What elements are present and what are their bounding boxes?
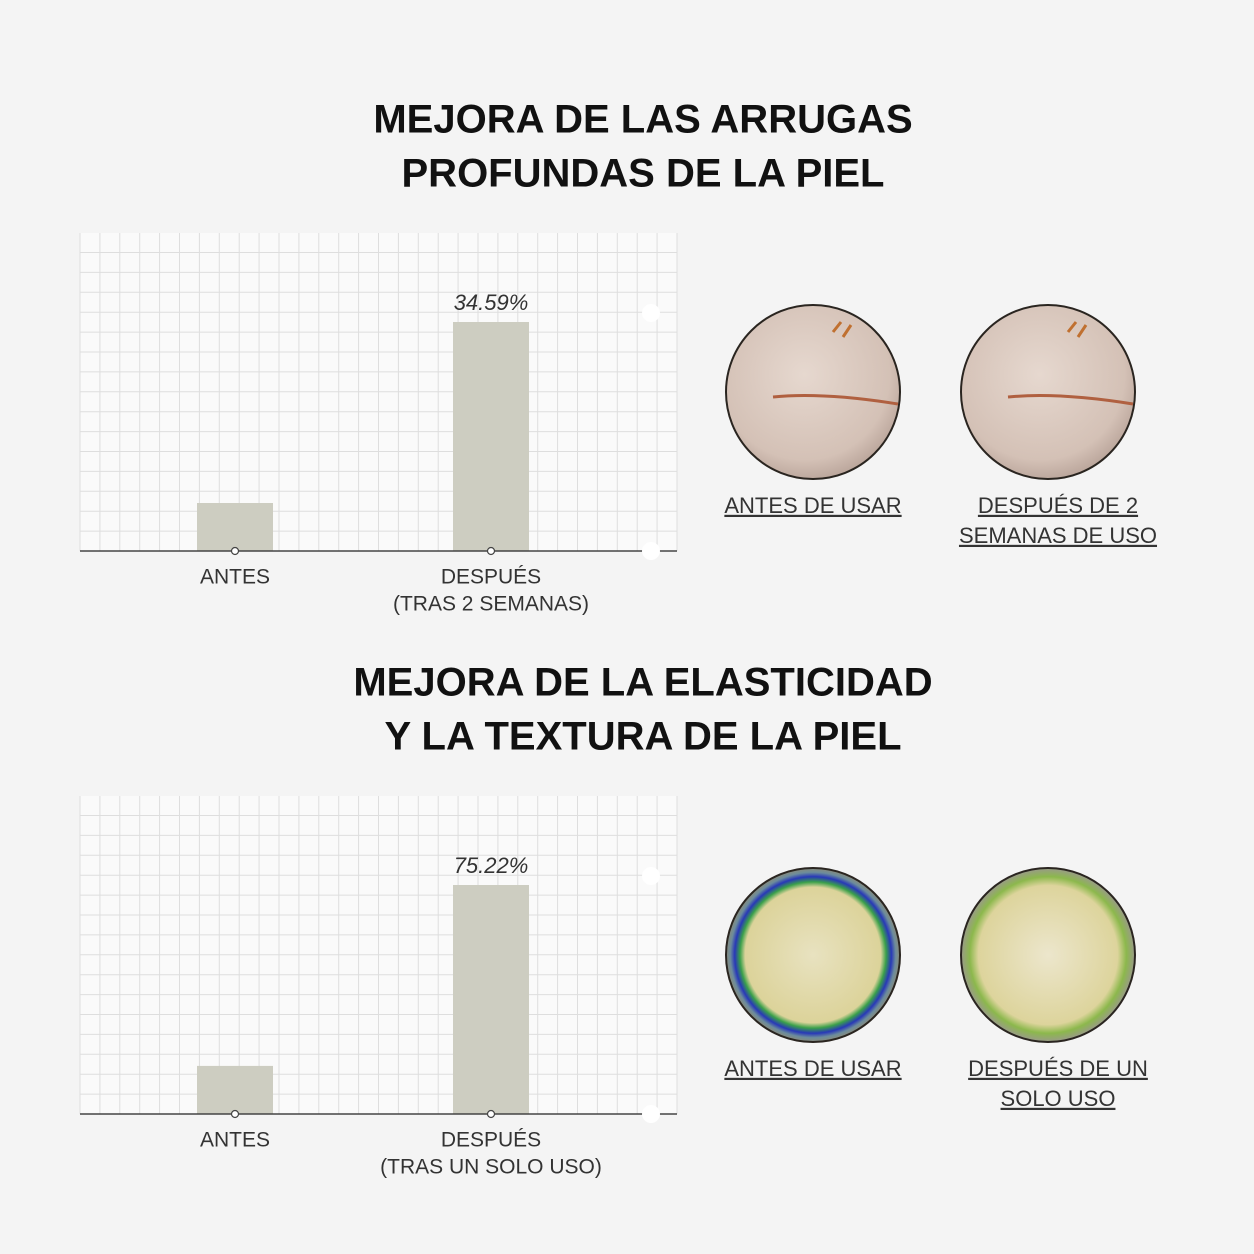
- photo: [725, 867, 901, 1043]
- photo-detail: [1066, 321, 1088, 338]
- x-tick-label: DESPUÉS: [441, 566, 541, 589]
- bar: [453, 885, 529, 1114]
- baseline-dot: [486, 1109, 496, 1119]
- x-tick-label: DESPUÉS: [441, 1129, 541, 1152]
- baseline-dot: [486, 546, 496, 556]
- photo: [960, 867, 1136, 1043]
- photo-detail: [831, 321, 853, 338]
- photo-caption: ANTES DE USAR: [724, 1056, 901, 1081]
- value-label: 75.22%: [454, 853, 529, 878]
- baseline-dot: [230, 1109, 240, 1119]
- x-tick-label: (TRAS 2 SEMANAS): [393, 593, 589, 616]
- chart-title: Y LA TEXTURA DE LA PIEL: [384, 715, 901, 759]
- chart-title: MEJORA DE LAS ARRUGAS: [373, 98, 912, 142]
- photo-caption: ANTES DE USAR: [724, 493, 901, 518]
- value-label: 34.59%: [454, 290, 529, 315]
- photo-caption: SEMANAS DE USO: [959, 523, 1157, 548]
- photo-caption: DESPUÉS DE UN: [968, 1056, 1148, 1081]
- bar: [453, 322, 529, 551]
- photo-detail: [1007, 394, 1134, 406]
- dot: [642, 1105, 660, 1123]
- chart-title: PROFUNDAS DE LA PIEL: [402, 152, 885, 196]
- photo-caption: DESPUÉS DE 2: [978, 493, 1138, 518]
- baseline-dot: [230, 546, 240, 556]
- chart-title: MEJORA DE LA ELASTICIDAD: [353, 661, 932, 705]
- photo: [960, 304, 1136, 480]
- bar: [197, 503, 273, 551]
- x-tick-label: (TRAS UN SOLO USO): [380, 1156, 602, 1179]
- dot: [642, 304, 660, 322]
- bar: [197, 1065, 273, 1114]
- dot: [642, 867, 660, 885]
- photo-caption: SOLO USO: [1001, 1086, 1116, 1111]
- x-tick-label: ANTES: [200, 566, 270, 589]
- photo-detail: [772, 394, 899, 406]
- photo: [725, 304, 901, 480]
- x-tick-label: ANTES: [200, 1129, 270, 1152]
- dot: [642, 542, 660, 560]
